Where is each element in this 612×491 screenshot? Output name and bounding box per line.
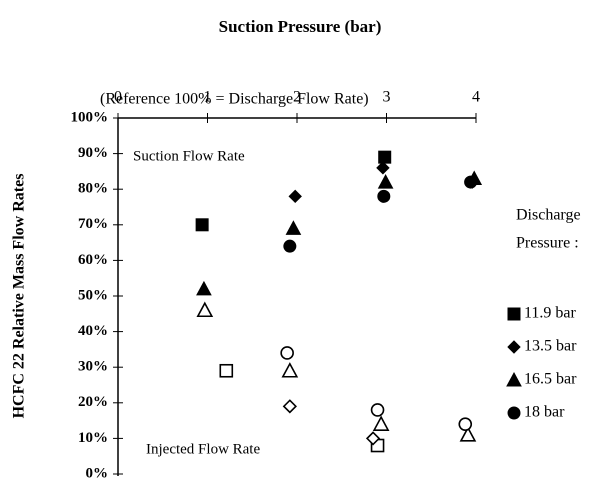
legend-label: 16.5 bar	[524, 371, 577, 388]
marker	[458, 417, 473, 431]
annotation: Injected Flow Rate	[146, 441, 260, 457]
marker	[281, 362, 299, 378]
marker	[377, 174, 394, 189]
y-tick-label: 80%	[78, 181, 108, 197]
y-tick-label: 10%	[78, 430, 108, 446]
y-tick-label: 40%	[78, 323, 108, 339]
legend-marker	[506, 371, 522, 387]
legend-title: Discharge	[516, 207, 581, 224]
marker	[285, 220, 302, 235]
y-tick-label: 20%	[78, 394, 108, 410]
marker	[195, 218, 209, 232]
marker	[378, 150, 392, 164]
y-tick-label: 0%	[86, 465, 109, 481]
x-tick-label: 2	[293, 89, 301, 106]
marker	[372, 415, 390, 431]
y-tick-label: 60%	[78, 252, 108, 268]
legend-label: 13.5 bar	[524, 338, 577, 355]
annotation: (Reference 100% = Discharge Flow Rate)	[100, 91, 369, 108]
x-tick-label: 3	[383, 89, 391, 106]
marker	[280, 346, 294, 360]
x-tick-label: 1	[204, 89, 212, 106]
marker	[196, 280, 212, 296]
y-tick-label: 70%	[78, 216, 108, 232]
annotation: Suction Flow Rate	[133, 148, 245, 164]
marker	[370, 403, 385, 417]
y-axis-label: HCFC 22 Relative Mass Flow Rates	[11, 174, 28, 419]
legend-marker	[507, 406, 521, 420]
legend-label: 11.9 bar	[524, 305, 577, 322]
legend-label: 18 bar	[524, 404, 565, 421]
legend-title: Pressure :	[516, 235, 579, 252]
marker	[464, 175, 478, 189]
y-tick-label: 100%	[71, 109, 109, 125]
y-tick-label: 50%	[78, 287, 108, 303]
marker	[377, 189, 391, 203]
y-tick-label: 30%	[78, 359, 108, 375]
x-tick-label: 0	[114, 89, 122, 106]
legend-marker	[507, 307, 521, 321]
marker	[376, 161, 390, 175]
marker	[282, 399, 297, 414]
marker	[459, 426, 477, 442]
marker	[288, 189, 302, 204]
marker	[196, 301, 214, 318]
chart-title: Suction Pressure (bar)	[219, 17, 382, 36]
marker	[365, 431, 381, 446]
marker	[219, 363, 234, 378]
legend-marker	[507, 340, 521, 354]
x-tick-label: 4	[472, 89, 480, 106]
y-tick-label: 90%	[78, 145, 108, 161]
marker	[283, 239, 297, 253]
